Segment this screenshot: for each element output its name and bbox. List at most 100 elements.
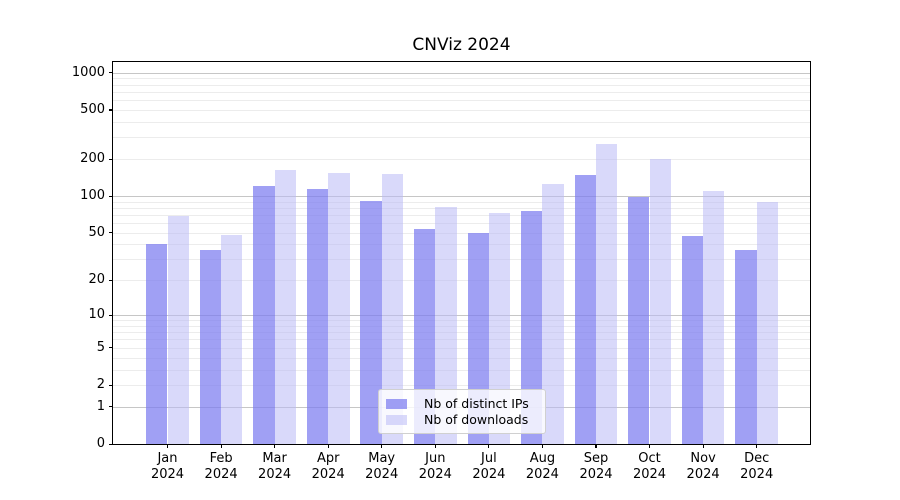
y-tick-mark <box>109 314 113 316</box>
legend-swatch-downloads <box>386 415 407 425</box>
x-tick-label-jan: Jan 2024 <box>150 451 185 482</box>
bar-ips-mar <box>253 186 275 444</box>
major-gridline <box>113 196 810 197</box>
y-tick-label-10: 10 <box>88 307 105 323</box>
x-tick-mark <box>648 444 651 448</box>
y-tick-label-200: 200 <box>80 151 105 166</box>
y-tick-mark <box>109 195 113 197</box>
minor-gridline <box>113 91 810 93</box>
bar-ips-nov <box>681 235 704 444</box>
legend: Nb of distinct IPs Nb of downloads <box>378 389 546 434</box>
y-tick-label-5: 5 <box>96 339 105 355</box>
legend-row: Nb of downloads <box>386 412 537 428</box>
plot-area: Nb of distinct IPs Nb of downloads <box>112 61 811 445</box>
minor-gridline <box>113 84 810 86</box>
x-tick-label-feb: Feb 2024 <box>204 451 238 482</box>
x-tick-mark <box>541 444 543 448</box>
minor-gridline <box>113 244 810 246</box>
x-tick-label-aug: Aug 2024 <box>525 451 559 482</box>
y-tick-label-500: 500 <box>80 101 105 117</box>
minor-gridline <box>113 357 810 359</box>
x-tick-mark <box>381 444 383 448</box>
bar-ips-aug <box>521 211 543 444</box>
minor-gridline <box>113 339 810 341</box>
x-tick-label-jun: Jun 2024 <box>418 451 452 482</box>
minor-gridline <box>113 159 810 160</box>
x-tick-label-oct: Oct 2024 <box>632 451 667 482</box>
legend-label-ips: Nb of distinct IPs <box>424 396 529 411</box>
y-tick-label-20: 20 <box>88 272 105 288</box>
y-tick-label-1: 1 <box>96 398 105 414</box>
minor-gridline <box>113 207 810 209</box>
y-tick-label-50: 50 <box>88 224 105 240</box>
minor-gridline <box>113 347 810 349</box>
y-tick-label-100: 100 <box>80 188 105 203</box>
minor-gridline <box>113 332 810 334</box>
x-tick-label-sep: Sep 2024 <box>579 451 613 482</box>
x-tick-label-mar: Mar 2024 <box>258 451 292 482</box>
minor-gridline <box>113 369 810 371</box>
y-tick-mark <box>109 72 113 74</box>
x-tick-label-dec: Dec 2024 <box>740 451 774 482</box>
x-tick-label-apr: Apr 2024 <box>311 451 345 482</box>
minor-gridline <box>113 223 810 225</box>
y-tick-mark <box>109 406 113 408</box>
minor-gridline <box>113 259 810 261</box>
minor-gridline <box>113 78 810 80</box>
minor-gridline <box>113 121 810 123</box>
y-tick-label-2: 2 <box>96 377 105 392</box>
y-tick-mark <box>109 158 113 160</box>
minor-gridline <box>113 280 810 282</box>
y-tick-mark <box>109 279 113 282</box>
minor-gridline <box>113 109 810 111</box>
minor-gridline <box>113 320 810 322</box>
minor-gridline <box>113 232 810 234</box>
legend-swatch-ips <box>386 399 407 409</box>
minor-gridline <box>113 137 810 139</box>
x-tick-label-may: May 2024 <box>365 451 399 482</box>
major-gridline <box>113 315 810 317</box>
bar-downloads-jul <box>488 212 511 444</box>
x-tick-mark <box>488 444 490 448</box>
bar-ips-apr <box>306 189 329 444</box>
bar-downloads-jan <box>167 215 189 444</box>
minor-gridline <box>113 214 810 216</box>
bar-ips-feb <box>199 249 222 444</box>
x-tick-mark <box>166 444 169 448</box>
y-tick-mark <box>109 109 113 111</box>
bar-downloads-feb <box>221 234 243 444</box>
bar-downloads-dec <box>756 201 779 444</box>
bar-ips-jan <box>146 244 168 444</box>
y-tick-label-0: 0 <box>96 436 105 451</box>
bar-downloads-jun <box>435 206 457 444</box>
minor-gridline <box>113 385 810 386</box>
bar-downloads-nov <box>703 190 725 444</box>
y-tick-mark <box>109 347 113 349</box>
x-tick-label-jul: Jul 2024 <box>472 451 506 482</box>
y-tick-mark <box>109 443 113 445</box>
minor-gridline <box>113 325 810 327</box>
bar-downloads-may <box>381 173 404 444</box>
minor-gridline <box>113 201 810 203</box>
minor-gridline <box>113 100 810 102</box>
x-tick-label-nov: Nov 2024 <box>686 451 720 482</box>
bar-ips-sep <box>574 175 596 444</box>
x-tick-mark <box>702 444 704 448</box>
major-gridline <box>113 72 810 74</box>
bar-ips-dec <box>735 249 757 444</box>
y-tick-label-1000: 1000 <box>71 64 105 80</box>
legend-row: Nb of distinct IPs <box>386 396 537 412</box>
x-tick-mark <box>274 444 276 448</box>
legend-label-downloads: Nb of downloads <box>424 412 529 427</box>
bar-downloads-mar <box>274 169 296 444</box>
x-tick-mark <box>756 444 758 448</box>
x-tick-mark <box>327 444 329 448</box>
x-tick-mark <box>595 444 597 448</box>
y-tick-mark <box>109 232 113 234</box>
bar-downloads-aug <box>542 183 564 444</box>
x-tick-mark <box>434 444 436 448</box>
x-tick-mark <box>220 444 222 448</box>
bar-downloads-sep <box>596 143 618 444</box>
y-tick-mark <box>109 384 113 386</box>
